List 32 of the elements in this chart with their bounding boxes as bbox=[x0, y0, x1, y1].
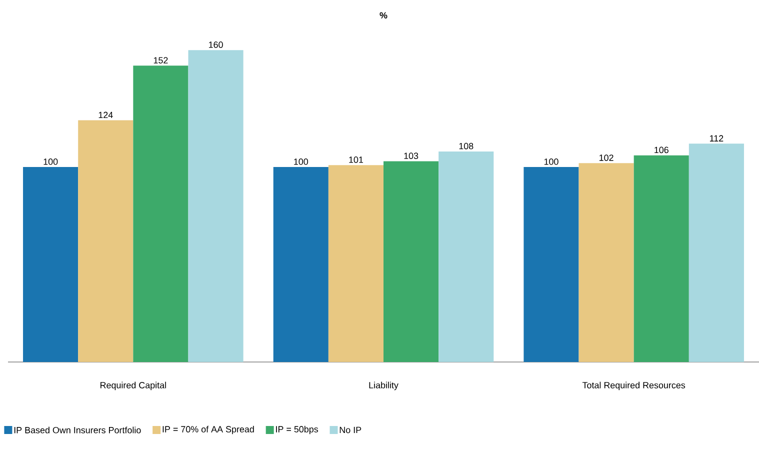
bar bbox=[78, 120, 134, 362]
bar bbox=[328, 165, 384, 362]
data-label: 101 bbox=[349, 156, 364, 163]
x-tick-label: Required Capital bbox=[100, 382, 166, 390]
data-label: 152 bbox=[154, 57, 168, 64]
bar bbox=[688, 144, 744, 362]
legend-label: IP Based Own Insurers Portfolio bbox=[14, 426, 141, 434]
data-label: 106 bbox=[654, 146, 668, 154]
bar bbox=[133, 66, 188, 362]
data-label: 100 bbox=[544, 158, 558, 165]
data-label: 103 bbox=[404, 152, 418, 159]
bar bbox=[384, 161, 439, 362]
data-label: 100 bbox=[294, 158, 308, 165]
data-label: 108 bbox=[459, 142, 474, 150]
x-tick-label: Total Required Resources bbox=[582, 382, 686, 390]
data-label: 102 bbox=[600, 154, 614, 161]
bar bbox=[524, 167, 579, 362]
data-label: 160 bbox=[208, 42, 223, 48]
bar bbox=[23, 167, 78, 362]
bar bbox=[634, 155, 689, 362]
data-label: 100 bbox=[44, 158, 58, 165]
bar bbox=[438, 151, 494, 362]
legend-label: IP = 70% of AA Spread bbox=[162, 426, 254, 434]
x-tick-label: Liability bbox=[369, 382, 398, 390]
data-label: 124 bbox=[98, 112, 113, 118]
legend-label: IP = 50bps bbox=[276, 426, 318, 434]
bar bbox=[578, 163, 634, 362]
chart-title: % bbox=[380, 12, 388, 18]
legend-label: No IP bbox=[340, 426, 362, 434]
data-label: 112 bbox=[710, 135, 724, 142]
bar bbox=[273, 167, 328, 362]
bar bbox=[188, 50, 244, 362]
